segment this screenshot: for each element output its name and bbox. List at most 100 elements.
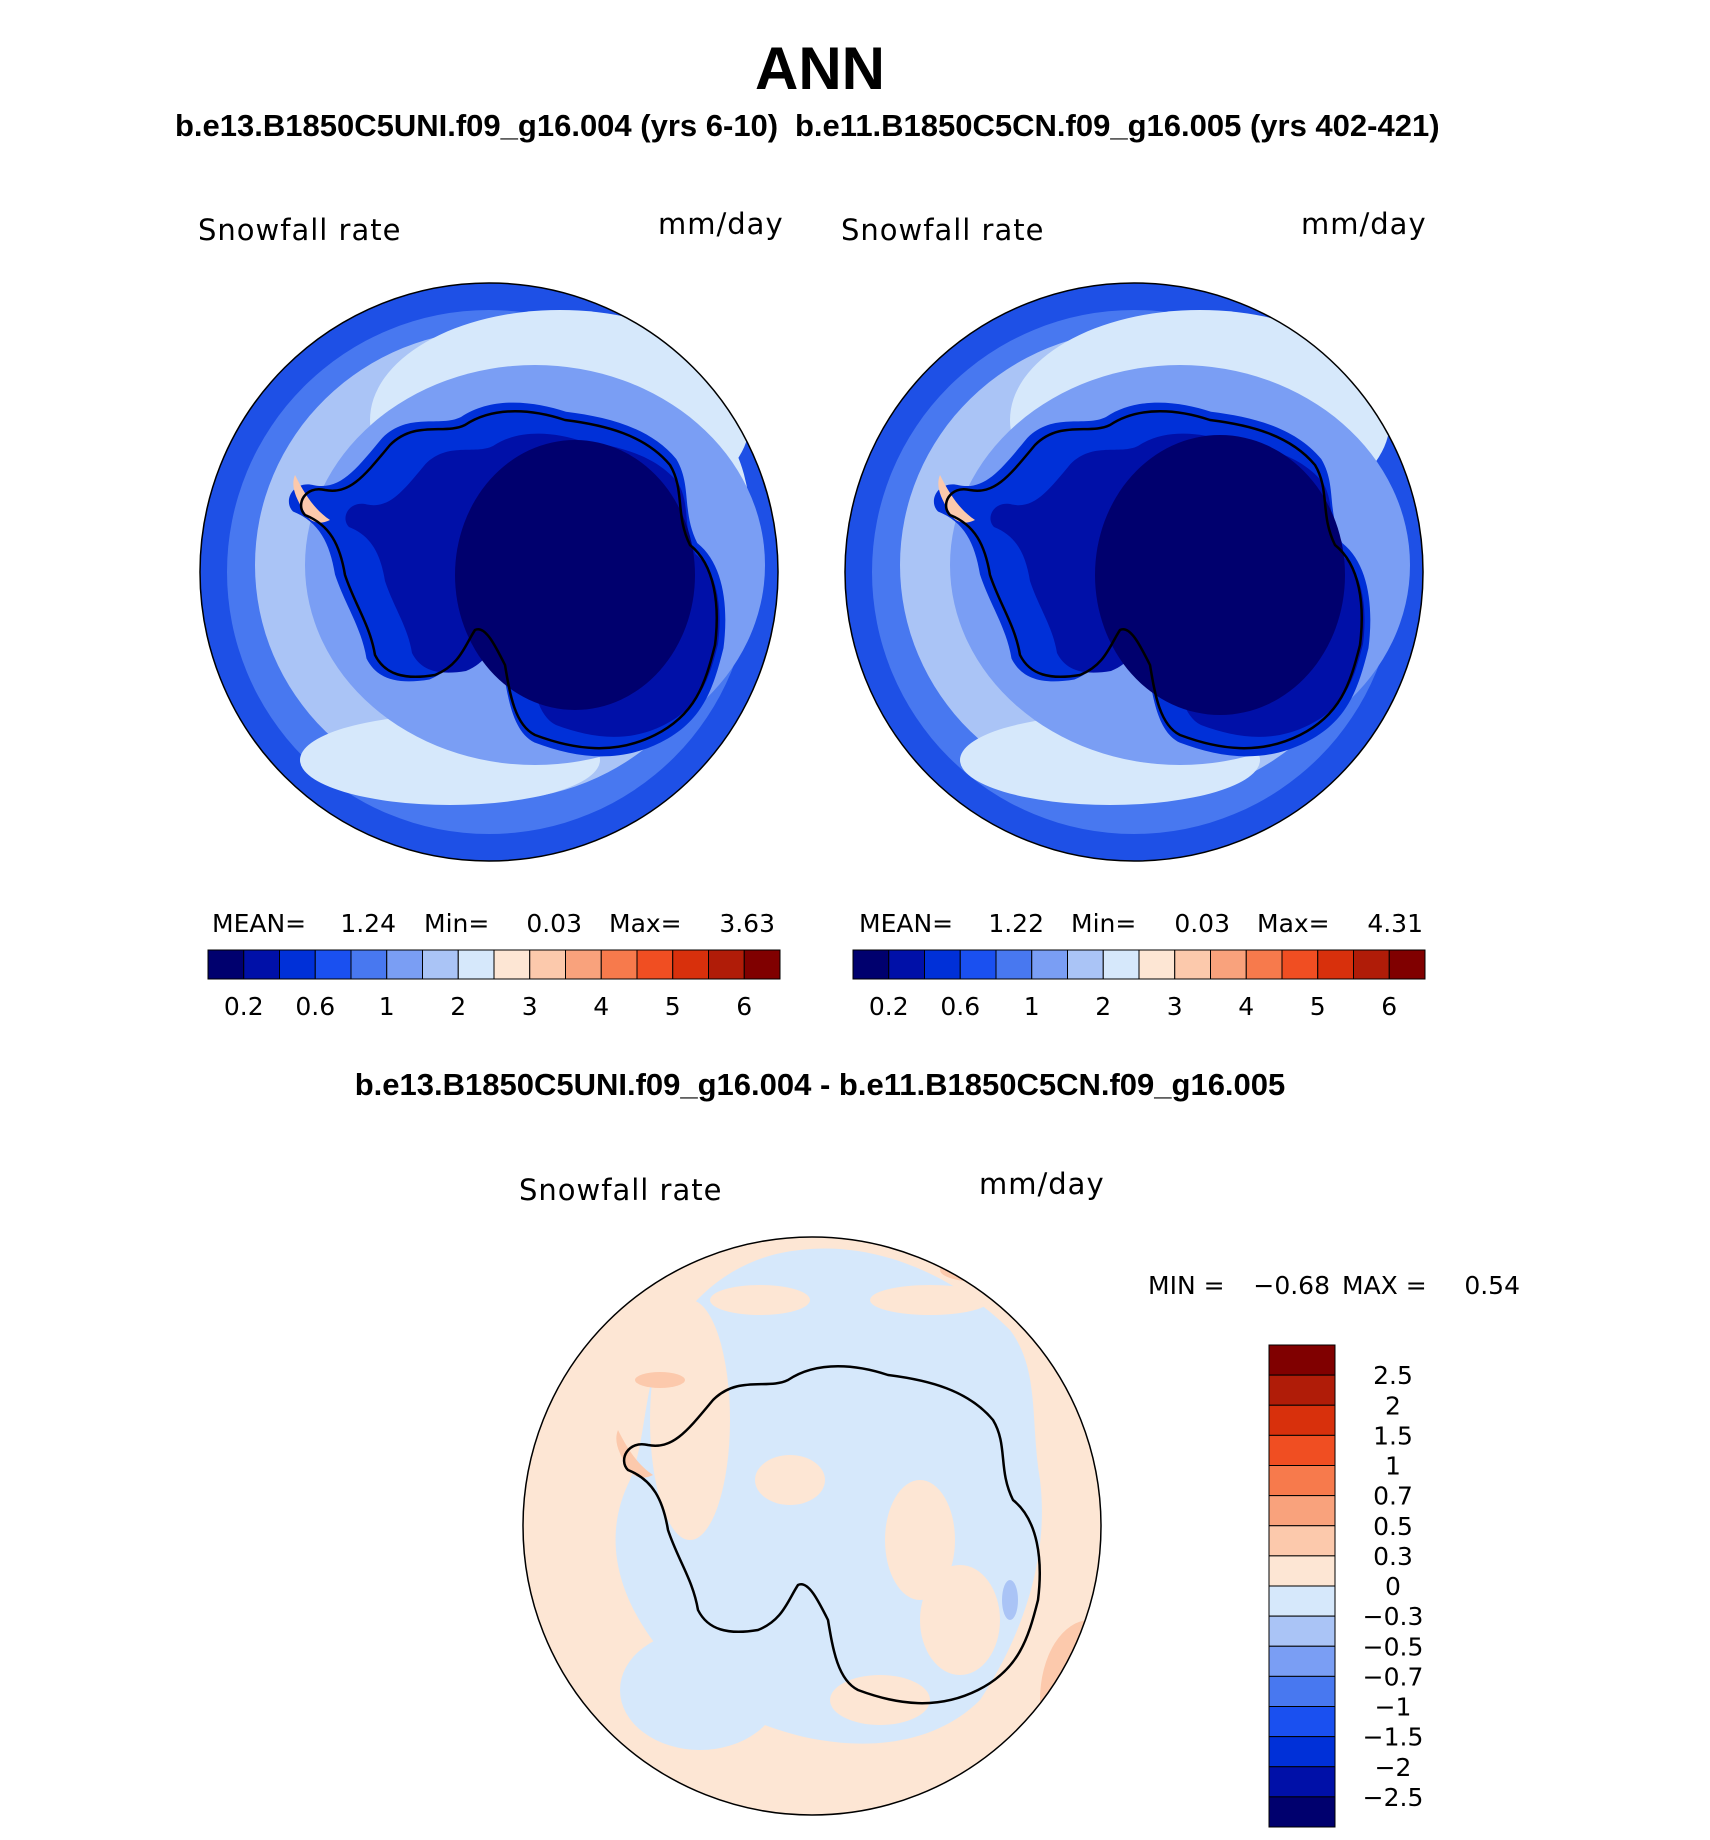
colorbar-left-tick-label: 0.2 <box>224 992 264 1021</box>
colorbar-diff-tick-label: 2.5 <box>1373 1361 1413 1390</box>
colorbar-left-tick-label: 6 <box>736 992 752 1021</box>
mean-value-right: 1.22 <box>988 909 1044 938</box>
snowfall-map-left <box>200 283 778 861</box>
colorbar-diff-tick-label: 2 <box>1385 1391 1401 1420</box>
colorbar-left-swatch <box>422 949 459 980</box>
colorbar-diff-swatch <box>1268 1495 1336 1527</box>
max-value-left: 3.63 <box>719 909 775 938</box>
variable-label-left: Snowfall rate <box>198 213 401 247</box>
difference-map <box>523 1237 1101 1815</box>
colorbar-diff-tick-label: −2 <box>1375 1753 1412 1782</box>
colorbar-right-swatch <box>924 949 961 980</box>
colorbar-diff-tick-label: −1.5 <box>1363 1723 1424 1752</box>
colorbar-right-swatch <box>852 949 890 980</box>
mean-value-left: 1.24 <box>340 909 396 938</box>
colorbar-left-swatch <box>529 949 566 980</box>
mean-label-right: MEAN= <box>859 909 953 938</box>
colorbar-right-swatch <box>888 949 925 980</box>
colorbar-diff-swatch <box>1268 1434 1336 1466</box>
colorbar-diff-swatch <box>1268 1525 1336 1557</box>
colorbar-right-tick-label: 4 <box>1238 992 1254 1021</box>
colorbar-diff-swatch <box>1268 1766 1336 1798</box>
units-label-left: mm/day <box>658 207 784 241</box>
colorbar-left-swatch <box>708 949 745 980</box>
colorbar-left-swatch <box>493 949 531 980</box>
colorbar-left-swatch <box>600 949 638 980</box>
colorbar-diff-swatch <box>1268 1555 1336 1587</box>
case-title-right: b.e11.B1850C5CN.f09_g16.005 (yrs 402-421… <box>795 108 1440 143</box>
colorbar-diff-tick-label: −1 <box>1375 1693 1412 1722</box>
colorbar-diff-tick-label: 0.5 <box>1373 1512 1413 1541</box>
case-title-diff: b.e13.B1850C5UNI.f09_g16.004 - b.e11.B18… <box>354 1067 1286 1102</box>
colorbar-left: 0.2 0.6 1 2 3 4 5 6 <box>207 949 781 1021</box>
colorbar-left-swatch <box>636 949 674 980</box>
colorbar-diff-swatch <box>1268 1675 1336 1707</box>
colorbar-right-tick-label: 5 <box>1310 992 1326 1021</box>
colorbar-right-swatch <box>1210 949 1247 980</box>
figure-title: ANN <box>755 35 885 102</box>
max-label-left: Max= <box>609 909 682 938</box>
colorbar-diff-tick-label: −0.7 <box>1363 1662 1424 1691</box>
colorbar-diff-swatch <box>1268 1736 1336 1768</box>
colorbar-diff-swatch <box>1268 1374 1336 1406</box>
max-value-right: 4.31 <box>1367 909 1423 938</box>
colorbar-right-swatch <box>959 949 997 980</box>
colorbar-right-swatch <box>1031 949 1068 980</box>
colorbar-diff-tick-label: 0.3 <box>1373 1542 1413 1571</box>
colorbar-right-swatch <box>1174 949 1211 980</box>
colorbar-left-swatch <box>207 949 245 980</box>
colorbar-right-swatch <box>1245 949 1283 980</box>
max-value-diff: 0.54 <box>1464 1271 1520 1300</box>
colorbar-left-swatch <box>279 949 316 980</box>
colorbar-diff-tick-label: 0.7 <box>1373 1482 1413 1511</box>
colorbar-left-swatch <box>386 949 423 980</box>
colorbar-left-tick-label: 0.6 <box>295 992 335 1021</box>
colorbar-right-swatch <box>1067 949 1104 980</box>
min-label-diff: MIN = <box>1148 1271 1225 1300</box>
min-value-diff: −0.68 <box>1253 1271 1330 1300</box>
colorbar-right-swatch <box>1317 949 1354 980</box>
colorbar-diff-swatch <box>1268 1615 1336 1647</box>
colorbar-left-tick-label: 1 <box>379 992 395 1021</box>
colorbar-right-swatch <box>995 949 1033 980</box>
variable-label-right: Snowfall rate <box>841 213 1044 247</box>
colorbar-right-tick-label: 1 <box>1024 992 1040 1021</box>
colorbar-diff-tick-label: 1 <box>1385 1452 1401 1481</box>
colorbar-diff-swatch <box>1268 1796 1336 1828</box>
colorbar-left-tick-label: 2 <box>450 992 466 1021</box>
units-label-right: mm/day <box>1301 207 1427 241</box>
colorbar-left-swatch <box>457 949 495 980</box>
colorbar-diff-tick-label: 1.5 <box>1373 1421 1413 1450</box>
colorbar-diff-tick-label: 0 <box>1385 1572 1401 1601</box>
colorbar-right-tick-label: 2 <box>1095 992 1111 1021</box>
colorbar-left-tick-label: 5 <box>665 992 681 1021</box>
map-panel-left: Snowfall rate mm/day MEAN= 1.24 Min= 0.0… <box>198 207 784 1021</box>
colorbar-diff-swatch <box>1268 1404 1336 1436</box>
colorbar-left-tick-label: 3 <box>522 992 538 1021</box>
variable-label-diff: Snowfall rate <box>519 1173 722 1207</box>
units-label-diff: mm/day <box>979 1167 1105 1201</box>
colorbar-right-tick-label: 3 <box>1167 992 1183 1021</box>
colorbar-diff-tick-label: −0.3 <box>1363 1602 1424 1631</box>
map-panel-right: Snowfall rate mm/day MEAN= 1.22 Min= 0.0… <box>841 207 1427 1021</box>
min-label-left: Min= <box>424 909 489 938</box>
colorbar-diff-tick-label: −2.5 <box>1363 1783 1424 1812</box>
colorbar-right-swatch <box>1102 949 1140 980</box>
colorbar-left-swatch <box>743 949 781 980</box>
colorbar-diff-tick-label: −0.5 <box>1363 1632 1424 1661</box>
colorbar-diff-swatch <box>1268 1344 1336 1376</box>
colorbar-diff-swatch <box>1268 1465 1336 1497</box>
case-title-left: b.e13.B1850C5UNI.f09_g16.004 (yrs 6-10) <box>175 108 779 143</box>
min-label-right: Min= <box>1071 909 1136 938</box>
colorbar-right-swatch <box>1138 949 1176 980</box>
min-value-right: 0.03 <box>1174 909 1230 938</box>
map-panel-diff: Snowfall rate mm/day MIN = −0.68 MAX = <box>519 1167 1520 1828</box>
colorbar-left-swatch <box>672 949 709 980</box>
colorbar-right-tick-label: 6 <box>1381 992 1397 1021</box>
colorbar-diff-swatch <box>1268 1706 1336 1738</box>
max-label-diff: MAX = <box>1342 1271 1427 1300</box>
min-value-left: 0.03 <box>526 909 582 938</box>
colorbar-left-swatch <box>314 949 352 980</box>
colorbar-right-tick-label: 0.2 <box>869 992 909 1021</box>
